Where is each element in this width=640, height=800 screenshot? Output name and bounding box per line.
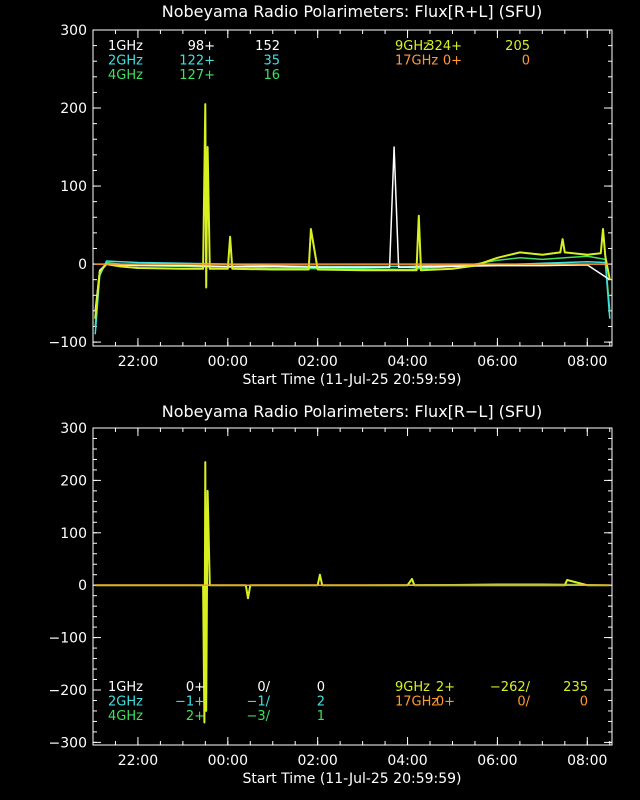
x-tick-label: 02:00 (297, 354, 337, 370)
x-tick-label: 08:00 (567, 354, 607, 370)
series-line-2ghz (94, 260, 611, 335)
legend-value: 0/ (257, 680, 270, 695)
y-tick-label: −100 (49, 631, 87, 647)
y-tick-label: 200 (60, 101, 87, 117)
legend-name: 4GHz (108, 68, 143, 83)
flux-sum-chart: Nobeyama Radio Polarimeters: Flux[R+L] (… (49, 2, 613, 388)
legend-value: 16 (263, 68, 280, 83)
legend-name: 2GHz (108, 695, 143, 710)
legend-value: 35 (263, 54, 280, 69)
legend-name: 1GHz (108, 680, 143, 695)
x-tick-label: 00:00 (208, 354, 248, 370)
x-tick-label: 22:00 (118, 753, 158, 769)
y-tick-label: −200 (49, 683, 87, 699)
legend: 1GHz 0+ 0/0 2GHz −1+ −1/2 4GHz 2+ −3/1 9GHz 2+ −262… (108, 680, 588, 724)
legend-name: 4GHz (108, 709, 143, 724)
legend-name: 1GHz (108, 39, 143, 54)
legend-value: −1+ (175, 695, 205, 710)
series-group (95, 461, 610, 724)
legend-value: −1/ (246, 695, 270, 710)
legend-value: −3/ (246, 709, 270, 724)
legend-value: 0/ (517, 695, 530, 710)
legend-name: 9GHz (395, 39, 430, 54)
legend-value: 235 (563, 680, 588, 695)
legend-name: 17GHz (395, 695, 438, 710)
plot-frame (92, 29, 613, 347)
x-tick-label: 22:00 (118, 354, 158, 370)
legend-value: 0+ (436, 695, 455, 710)
series-line-9ghz (94, 103, 611, 319)
y-tick-label: 300 (60, 421, 87, 437)
y-tick-label: 0 (78, 578, 87, 594)
legend-value: 0+ (443, 54, 462, 69)
x-tick-label: 00:00 (208, 753, 248, 769)
y-tick-label: 100 (60, 526, 87, 542)
x-tick-label: 04:00 (387, 354, 427, 370)
legend-value: 98+ (188, 39, 215, 54)
flux-diff-chart: Nobeyama Radio Polarimeters: Flux[R−L] (… (49, 402, 613, 787)
legend-value: 324+ (426, 39, 462, 54)
y-tick-label: 100 (60, 179, 87, 195)
legend-value: 0 (522, 54, 530, 69)
chart-title: Nobeyama Radio Polarimeters: Flux[R+L] (… (162, 2, 542, 21)
y-tick-label: 0 (78, 257, 87, 273)
y-tick-label: 300 (60, 23, 87, 39)
legend-value: 0 (317, 680, 325, 695)
y-tick-label: −300 (49, 735, 87, 751)
legend-name: 9GHz (395, 680, 430, 695)
x-tick-label: 06:00 (477, 753, 517, 769)
chart-title: Nobeyama Radio Polarimeters: Flux[R−L] (… (162, 402, 542, 421)
x-tick-label: 02:00 (297, 753, 337, 769)
legend-value: 122+ (179, 54, 215, 69)
series-group (94, 103, 611, 335)
series-line-1ghz (94, 146, 611, 311)
legend-value: 2+ (186, 709, 205, 724)
legend-value: 1 (317, 709, 325, 724)
legend-value: 127+ (179, 68, 215, 83)
legend-value: 2+ (436, 680, 455, 695)
x-tick-label: 04:00 (387, 753, 427, 769)
x-axis-label: Start Time (11-Jul-25 20:59:59) (242, 771, 461, 787)
legend-name: 17GHz (395, 54, 438, 69)
y-tick-label: 200 (60, 473, 87, 489)
plot-frame (92, 427, 613, 746)
legend-value: 205 (505, 39, 530, 54)
legend-value: 0+ (186, 680, 205, 695)
x-axis-label: Start Time (11-Jul-25 20:59:59) (242, 372, 461, 388)
x-tick-label: 08:00 (567, 753, 607, 769)
y-tick-label: −100 (49, 335, 87, 351)
legend-name: 2GHz (108, 54, 143, 69)
legend-value: −262/ (490, 680, 531, 695)
legend-value: 152 (255, 39, 280, 54)
x-tick-label: 06:00 (477, 354, 517, 370)
legend-value: 0 (580, 695, 588, 710)
legend-value: 2 (317, 695, 325, 710)
